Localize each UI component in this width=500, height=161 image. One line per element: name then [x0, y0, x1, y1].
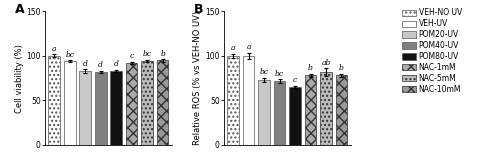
Legend: VEH-NO UV, VEH-UV, POM20-UV, POM40-UV, POM80-UV, NAC-1mM, NAC-5mM, NAC-10mM: VEH-NO UV, VEH-UV, POM20-UV, POM40-UV, P…: [402, 8, 462, 94]
Bar: [80, 71, 91, 145]
Text: bc: bc: [260, 68, 268, 76]
Bar: [243, 56, 254, 145]
Bar: [64, 61, 76, 145]
Bar: [142, 61, 153, 145]
Text: d: d: [98, 61, 103, 69]
Bar: [157, 60, 168, 145]
Text: bc: bc: [275, 70, 284, 78]
Bar: [274, 81, 285, 145]
Bar: [289, 87, 301, 145]
Text: A: A: [15, 3, 24, 16]
Text: b: b: [160, 50, 165, 58]
Y-axis label: Relative ROS (% vs VEH-NO UV): Relative ROS (% vs VEH-NO UV): [194, 11, 202, 145]
Text: a: a: [52, 45, 56, 53]
Text: a: a: [246, 43, 251, 51]
Bar: [126, 63, 138, 145]
Bar: [320, 72, 332, 145]
Text: a: a: [231, 44, 235, 52]
Text: c: c: [130, 52, 134, 60]
Bar: [304, 75, 316, 145]
Bar: [228, 56, 239, 145]
Text: ab: ab: [322, 58, 330, 66]
Bar: [48, 56, 60, 145]
Text: B: B: [194, 3, 203, 16]
Text: b: b: [339, 64, 344, 72]
Bar: [258, 80, 270, 145]
Text: bc: bc: [65, 51, 74, 59]
Text: bc: bc: [142, 51, 152, 58]
Bar: [95, 72, 106, 145]
Text: b: b: [308, 64, 313, 72]
Bar: [336, 75, 347, 145]
Text: c: c: [293, 76, 297, 84]
Y-axis label: Cell viability (%): Cell viability (%): [14, 44, 24, 113]
Text: d: d: [114, 60, 118, 68]
Bar: [110, 71, 122, 145]
Text: d: d: [83, 60, 87, 68]
